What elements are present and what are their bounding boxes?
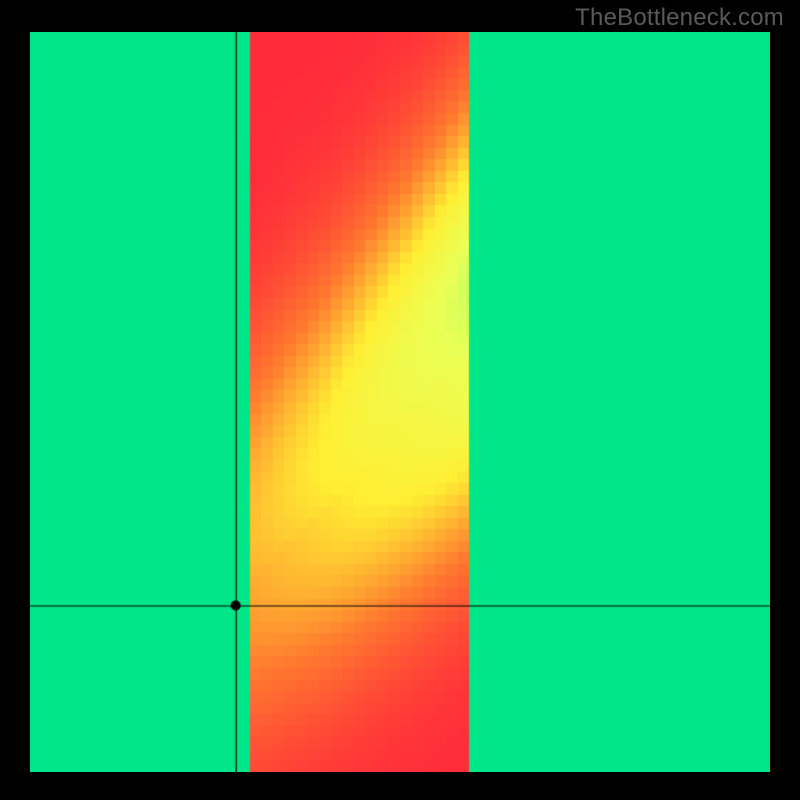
bottleneck-heatmap — [30, 32, 770, 772]
chart-container: TheBottleneck.com — [0, 0, 800, 800]
watermark-text: TheBottleneck.com — [575, 4, 784, 32]
